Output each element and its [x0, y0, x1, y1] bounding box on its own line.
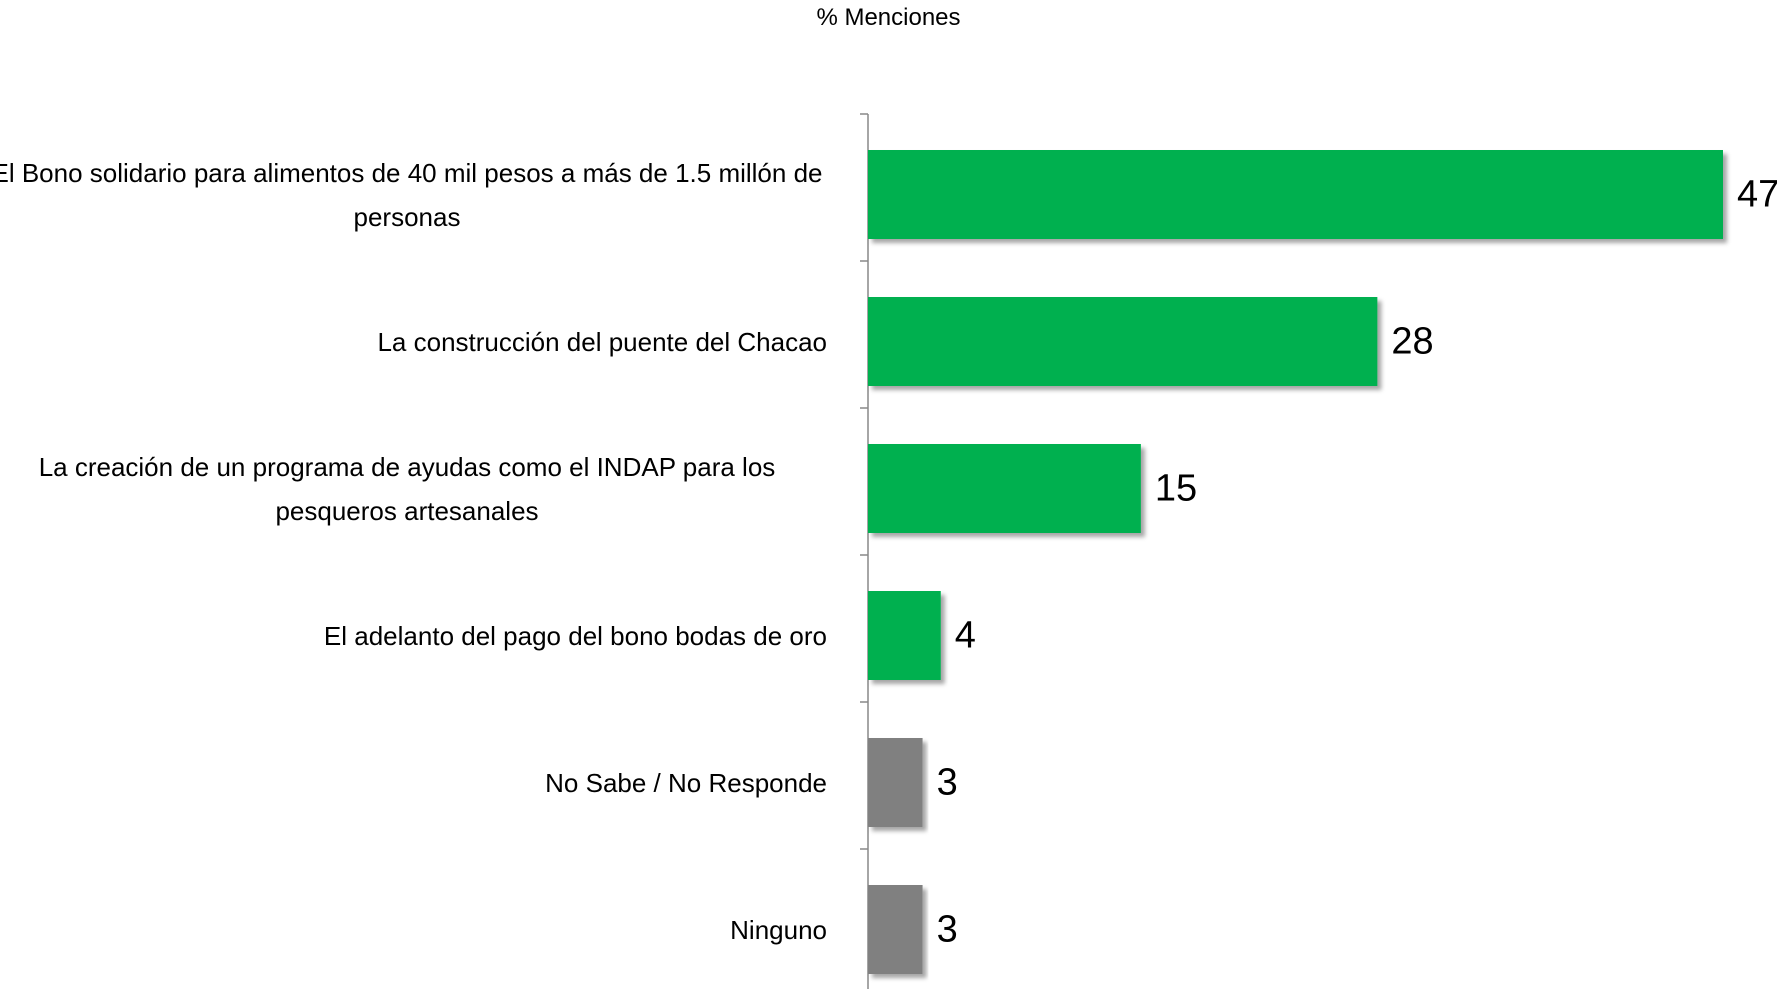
bar	[868, 444, 1141, 533]
category-label-box: No Sabe / No Responde	[0, 761, 827, 805]
category-label: La construcción del puente del Chacao	[377, 326, 827, 357]
bar	[868, 150, 1723, 239]
category-label: No Sabe / No Responde	[545, 767, 827, 798]
value-label: 15	[1155, 468, 1197, 510]
value-label: 4	[955, 615, 976, 657]
category-label-box: La construcción del puente del Chacao	[0, 320, 827, 364]
category-label-box: El Bono solidario para alimentos de 40 m…	[0, 151, 827, 239]
category-label-box: Ninguno	[0, 908, 827, 952]
bar	[868, 738, 923, 827]
category-label: La creación de un programa de ayudas com…	[38, 451, 776, 526]
value-label: 28	[1391, 321, 1433, 363]
bar	[868, 885, 923, 974]
bar	[868, 591, 941, 680]
category-label: El adelanto del pago del bono bodas de o…	[323, 620, 827, 651]
value-label: 47	[1737, 174, 1777, 216]
category-label-box: El adelanto del pago del bono bodas de o…	[0, 614, 827, 658]
bar	[868, 297, 1378, 386]
category-label: Ninguno	[730, 914, 827, 945]
chart-title: % Menciones	[816, 4, 961, 31]
category-label-box: La creación de un programa de ayudas com…	[0, 445, 827, 533]
category-label: El Bono solidario para alimentos de 40 m…	[0, 157, 823, 232]
value-label: 3	[937, 762, 958, 804]
value-label: 3	[937, 909, 958, 951]
